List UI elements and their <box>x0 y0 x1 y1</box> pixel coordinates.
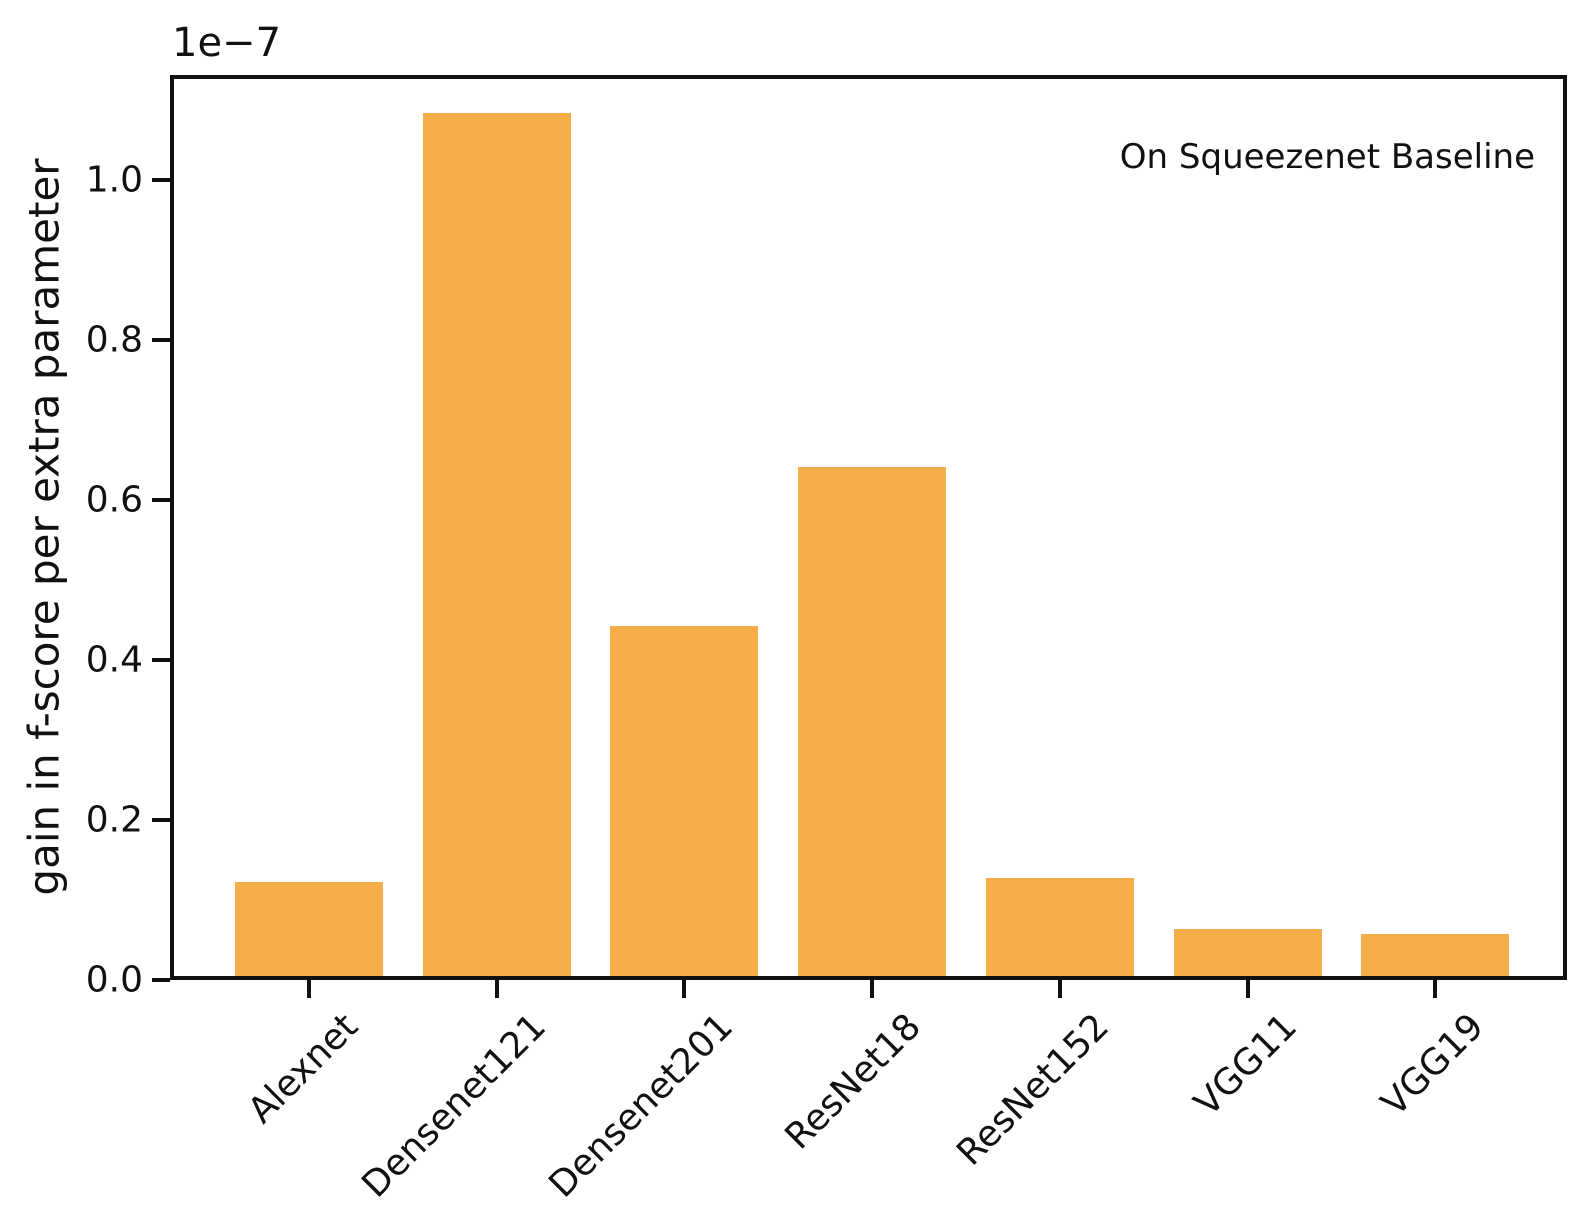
y-tick-label: 1.0 <box>85 159 143 201</box>
bar-densenet121 <box>422 113 571 976</box>
bar-resnet18 <box>798 467 947 976</box>
x-tick-mark <box>307 980 311 998</box>
y-tick-mark <box>152 177 170 182</box>
x-tick-mark <box>1433 980 1438 998</box>
y-tick-label: 0.6 <box>85 479 143 521</box>
y-tick-mark <box>152 657 170 662</box>
y-tick-label: 0.0 <box>85 959 143 1001</box>
y-tick-label: 0.2 <box>85 799 143 841</box>
x-tick-label-alexnet: Alexnet <box>240 1006 366 1132</box>
bar-resnet152 <box>985 878 1134 976</box>
x-tick-mark <box>682 980 687 998</box>
y-tick-mark <box>152 337 170 342</box>
bar-vgg19 <box>1361 934 1510 976</box>
x-tick-mark <box>1057 980 1062 998</box>
y-tick-mark <box>152 817 170 822</box>
plot-area: On Squeezenet Baseline <box>170 75 1567 980</box>
y-tick-mark <box>152 497 170 502</box>
y-tick-label: 0.4 <box>85 639 143 681</box>
x-tick-mark <box>870 980 875 998</box>
bar-alexnet <box>235 882 383 976</box>
y-tick-label: 0.8 <box>85 319 143 361</box>
x-tick-mark <box>494 980 499 998</box>
y-tick-mark <box>152 978 170 982</box>
x-tick-mark <box>1245 980 1250 998</box>
annotation-text: On Squeezenet Baseline <box>1119 137 1535 177</box>
y-axis-offset-text: 1e−7 <box>172 20 282 66</box>
bar-densenet201 <box>610 626 759 976</box>
bar-vgg11 <box>1173 929 1322 976</box>
y-axis-label: gain in f-score per extra parameter <box>19 158 69 896</box>
